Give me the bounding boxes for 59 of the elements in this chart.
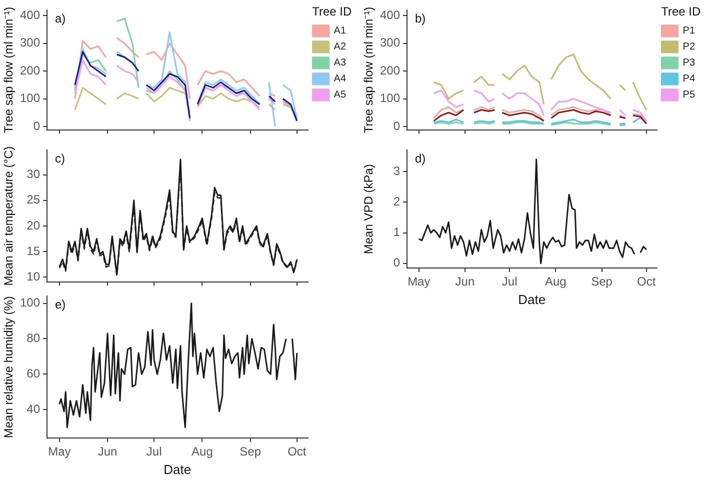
y-axis-title: Mean VPD (kPa): [362, 164, 376, 254]
legend-label: A4: [334, 74, 346, 85]
y-tick-label: 30: [26, 167, 40, 182]
legend-label: A3: [334, 58, 346, 69]
x-tick-label: Aug: [544, 274, 566, 289]
legend-label: P5: [682, 90, 696, 101]
chart-title: a): [55, 12, 66, 26]
x-tick-label: Jul: [146, 444, 162, 459]
y-tick-label: 300: [20, 36, 40, 50]
legend-label: A2: [334, 42, 346, 53]
legend-label: P3: [682, 58, 696, 69]
x-tick-label: May: [408, 274, 430, 289]
chart-title: d): [415, 152, 426, 166]
y-tick-label: 200: [20, 63, 40, 78]
x-tick-label: Jun: [98, 444, 118, 459]
x-axis-title: Date: [518, 292, 546, 307]
legend-label: P2: [682, 42, 696, 53]
y-tick-label: 40: [26, 402, 40, 416]
y-tick-label: 100: [380, 91, 400, 106]
legend-label: P4: [682, 74, 696, 85]
y-axis-title: Tree sap flow (ml min⁻¹): [2, 6, 16, 134]
x-tick-label: Sep: [240, 444, 262, 459]
legend-label: A1: [334, 26, 346, 37]
x-tick-label: Jun: [455, 274, 475, 289]
y-axis-title: Tree sap flow (ml min⁻¹): [362, 6, 376, 134]
y-tick-label: 10: [26, 270, 40, 284]
y-tick-label: 25: [26, 192, 40, 207]
y-tick-label: 400: [20, 8, 40, 22]
legend-label: A5: [334, 90, 346, 101]
y-tick-label: 15: [26, 244, 40, 258]
y-tick-label: 80: [26, 331, 40, 346]
y-tick-label: 20: [26, 218, 40, 232]
x-axis-title: Date: [164, 462, 192, 477]
legend-label: P1: [682, 26, 696, 37]
chart-title: b): [415, 12, 426, 26]
y-tick-label: 200: [380, 63, 400, 78]
legend-title: Tree ID: [312, 4, 352, 18]
x-tick-label: Oct: [637, 274, 656, 289]
x-tick-label: Aug: [192, 444, 213, 459]
y-tick-label: 100: [20, 296, 40, 310]
x-tick-label: Jul: [502, 274, 518, 289]
y-tick-label: 0: [393, 256, 400, 270]
y-tick-label: 3: [393, 164, 400, 178]
x-tick-label: Sep: [591, 274, 613, 289]
y-tick-label: 0: [33, 118, 40, 133]
y-tick-label: 300: [380, 36, 400, 50]
y-tick-label: 0: [393, 118, 400, 133]
x-tick-label: Oct: [288, 444, 307, 459]
y-tick-label: 60: [26, 366, 40, 381]
x-tick-label: May: [48, 444, 71, 459]
y-tick-label: 2: [393, 194, 400, 209]
y-axis-title: Mean relative humidity (%): [2, 296, 16, 438]
y-tick-label: 1: [393, 225, 400, 240]
y-tick-label: 100: [20, 91, 40, 106]
chart-title: e): [55, 298, 66, 312]
legend-title: Tree ID: [661, 4, 701, 18]
y-tick-label: 400: [380, 8, 400, 22]
chart-title: c): [55, 152, 65, 166]
y-axis-title: Mean air temperature (°C): [2, 146, 16, 286]
